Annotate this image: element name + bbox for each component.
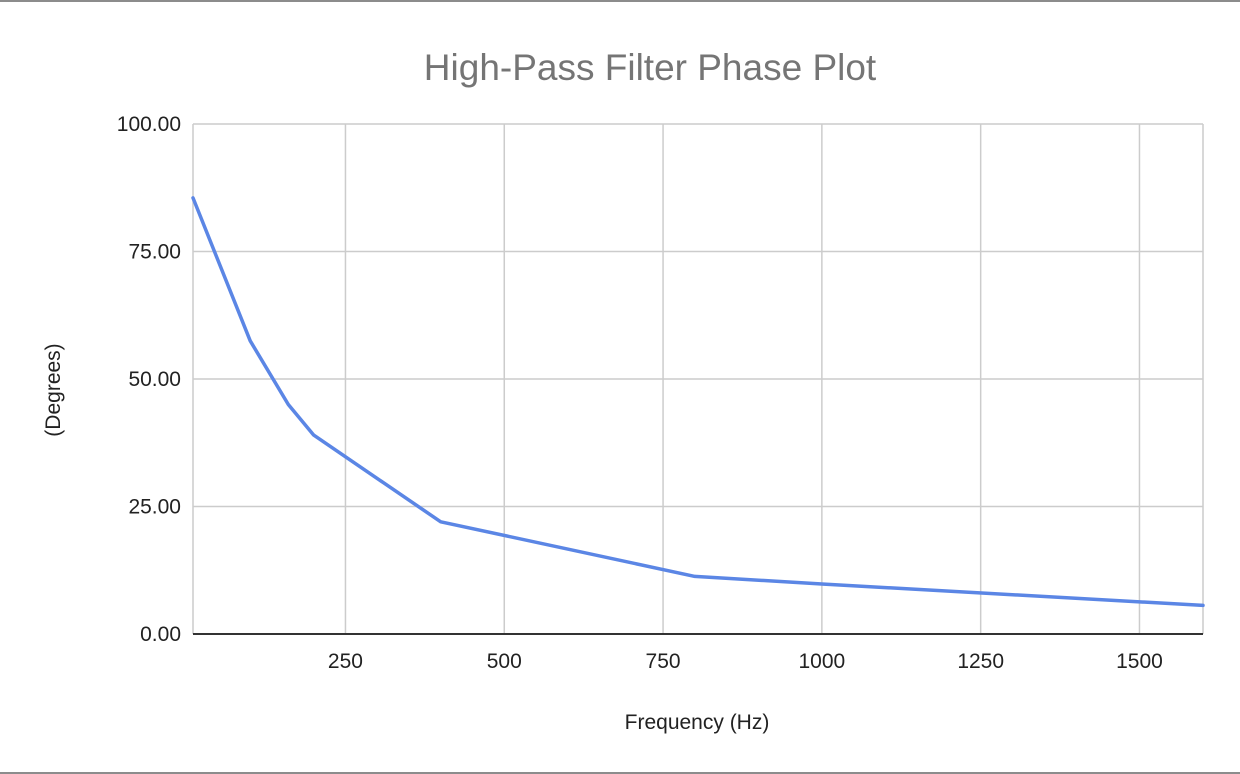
y-tick-label-3: 75.00 — [128, 241, 181, 264]
x-tick-label-4: 1250 — [957, 650, 1004, 673]
x-tick-label-3: 1000 — [799, 650, 846, 673]
x-tick-label-5: 1500 — [1116, 650, 1163, 673]
x-tick-label-2: 750 — [646, 650, 681, 673]
top-border — [0, 0, 1240, 2]
y-tick-label-4: 100.00 — [117, 113, 181, 136]
grid — [192, 123, 1204, 634]
y-tick-label-2: 50.00 — [128, 368, 181, 391]
y-axis-label: (Degrees) — [42, 343, 65, 436]
series-layer — [191, 196, 1205, 608]
bottom-border — [0, 772, 1240, 774]
x-axis-label: Frequency (Hz) — [625, 711, 770, 734]
y-tick-label-1: 25.00 — [128, 496, 181, 519]
chart-title: High-Pass Filter Phase Plot — [424, 47, 877, 88]
series-line-0 — [191, 196, 1205, 608]
x-axis-ticks: 250 500 750 1000 1250 1500 — [328, 650, 1163, 673]
y-axis-ticks: 0.00 25.00 50.00 75.00 100.00 — [117, 113, 181, 646]
x-tick-label-1: 500 — [487, 650, 522, 673]
x-tick-label-0: 250 — [328, 650, 363, 673]
y-tick-label-0: 0.00 — [140, 623, 181, 646]
